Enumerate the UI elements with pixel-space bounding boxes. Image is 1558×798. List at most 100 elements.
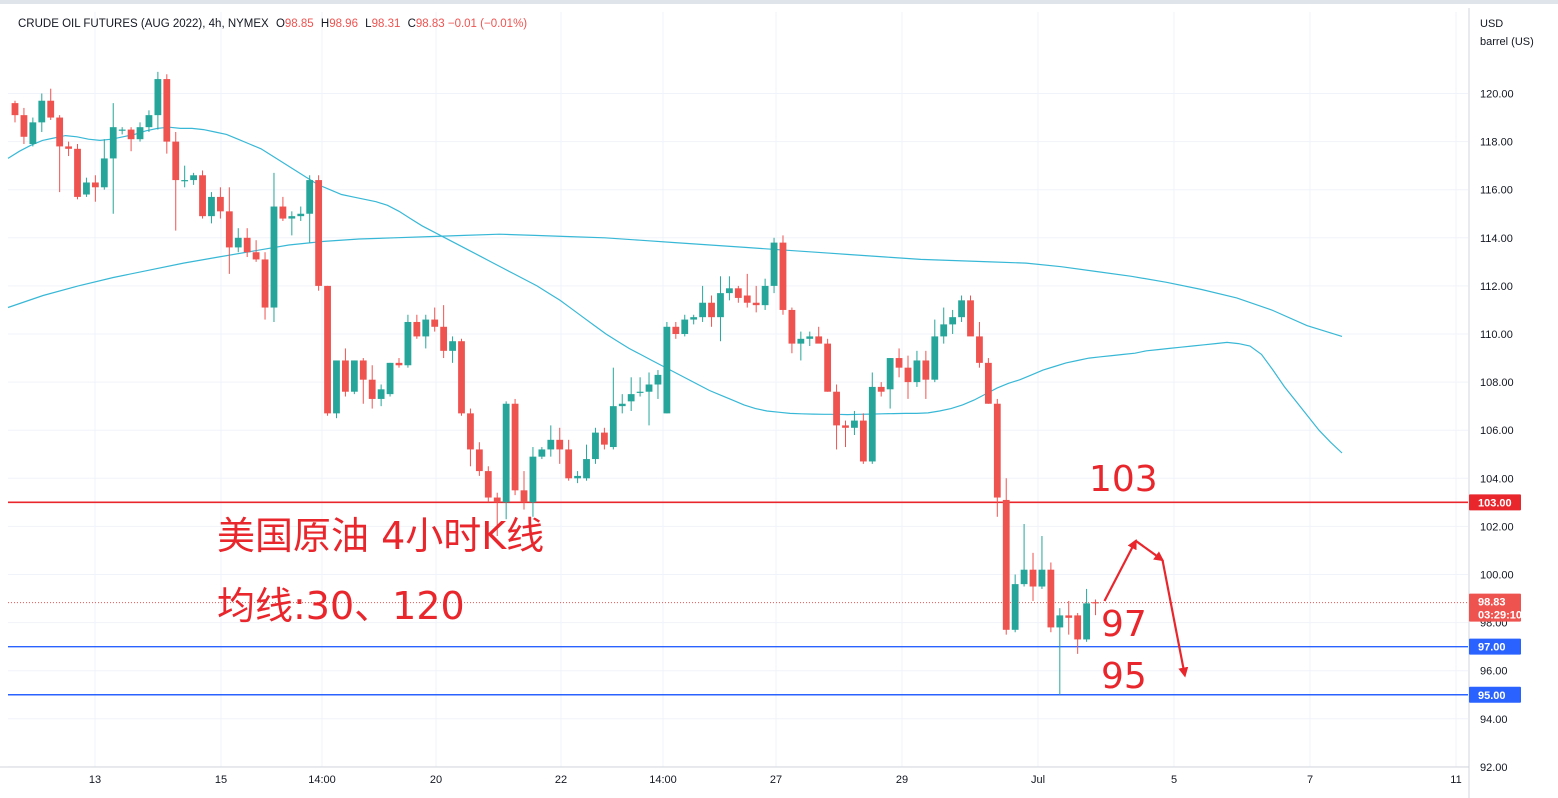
candle[interactable] — [904, 355, 912, 399]
candle[interactable] — [163, 74, 171, 154]
candle[interactable] — [297, 206, 305, 221]
candle[interactable] — [627, 377, 635, 411]
candle[interactable] — [547, 425, 555, 457]
candle[interactable] — [583, 444, 590, 481]
candle[interactable] — [565, 439, 573, 481]
candle[interactable] — [359, 358, 367, 404]
unit-label[interactable]: barrel (US) — [1480, 36, 1534, 48]
candle[interactable] — [56, 115, 64, 193]
candle[interactable] — [136, 122, 144, 142]
candle[interactable] — [726, 276, 733, 301]
candle[interactable] — [368, 365, 376, 409]
candle[interactable] — [333, 360, 340, 419]
candle[interactable] — [145, 110, 153, 132]
candle[interactable] — [216, 187, 224, 219]
candle[interactable] — [1029, 552, 1037, 601]
candle[interactable] — [690, 314, 698, 325]
candle[interactable] — [252, 240, 260, 262]
candle[interactable] — [324, 285, 331, 416]
candle[interactable] — [422, 314, 430, 349]
candle[interactable] — [350, 360, 358, 395]
candle[interactable] — [1002, 478, 1010, 635]
candle[interactable] — [1020, 523, 1028, 587]
candle[interactable] — [779, 235, 787, 315]
candle[interactable] — [65, 141, 72, 157]
candle[interactable] — [118, 127, 126, 135]
candle[interactable] — [949, 309, 957, 334]
candle[interactable] — [538, 447, 546, 460]
candle[interactable] — [734, 285, 742, 303]
candle[interactable] — [654, 370, 662, 399]
candle[interactable] — [1056, 608, 1064, 695]
candle[interactable] — [1065, 600, 1073, 635]
candle[interactable] — [931, 319, 939, 383]
candle[interactable] — [199, 170, 206, 219]
candle[interactable] — [20, 107, 28, 145]
candle[interactable] — [234, 228, 242, 253]
candle[interactable] — [699, 285, 707, 322]
candle[interactable] — [404, 314, 412, 368]
candle[interactable] — [190, 172, 197, 185]
candle[interactable] — [449, 336, 456, 363]
candle[interactable] — [708, 295, 715, 327]
candle[interactable] — [761, 278, 769, 310]
candle[interactable] — [743, 273, 751, 308]
candle[interactable] — [413, 314, 421, 339]
candle[interactable] — [11, 100, 19, 123]
candle[interactable] — [877, 382, 885, 397]
candle[interactable] — [127, 127, 135, 152]
candle[interactable] — [458, 338, 465, 416]
candle[interactable] — [29, 117, 37, 147]
candle[interactable] — [842, 420, 849, 448]
candle[interactable] — [717, 276, 724, 342]
candle[interactable] — [609, 367, 617, 450]
candle[interactable] — [770, 237, 778, 294]
candle[interactable] — [342, 348, 349, 397]
candle[interactable] — [922, 350, 930, 399]
candle[interactable] — [600, 427, 608, 450]
candle[interactable] — [993, 398, 1001, 517]
candle[interactable] — [824, 338, 832, 392]
candle[interactable] — [377, 384, 385, 407]
candle[interactable] — [1038, 536, 1046, 589]
candle[interactable] — [154, 71, 162, 130]
candle[interactable] — [109, 103, 117, 214]
candle[interactable] — [91, 175, 99, 202]
candle[interactable] — [976, 321, 983, 368]
candle[interactable] — [502, 401, 510, 520]
candle[interactable] — [913, 350, 921, 387]
candle[interactable] — [788, 307, 796, 354]
candle[interactable] — [270, 172, 278, 322]
candle[interactable] — [851, 410, 858, 436]
candle[interactable] — [181, 165, 189, 188]
currency-label[interactable]: USD — [1480, 18, 1504, 30]
candle[interactable] — [83, 177, 90, 197]
candle[interactable] — [440, 305, 448, 359]
candle[interactable] — [940, 307, 948, 344]
candle[interactable] — [868, 372, 876, 464]
candle[interactable] — [261, 252, 269, 320]
candle[interactable] — [511, 398, 519, 496]
candle[interactable] — [958, 295, 965, 322]
candle[interactable] — [172, 131, 180, 231]
candle[interactable] — [663, 321, 671, 414]
horizontal-levels[interactable] — [8, 501, 1468, 696]
candle[interactable] — [672, 321, 680, 339]
price-axis[interactable]: 120.00 118.00 116.00 114.00 112.00 110.00 108.… — [1468, 8, 1514, 798]
candle[interactable] — [574, 471, 581, 484]
candle[interactable] — [484, 466, 492, 503]
candle[interactable] — [1083, 588, 1090, 642]
candle[interactable] — [1074, 612, 1082, 654]
symbol-name[interactable]: CRUDE OIL FUTURES (AUG 2022) — [18, 18, 203, 30]
time-axis[interactable]: 13 15 14:00 20 22 14:00 27 29 Jul 5 7 11 — [0, 766, 1469, 786]
candle[interactable] — [431, 307, 439, 332]
candle[interactable] — [100, 139, 108, 190]
candle[interactable] — [1011, 574, 1019, 633]
candle[interactable] — [529, 447, 537, 517]
candle[interactable] — [681, 314, 689, 337]
candle[interactable] — [208, 192, 215, 224]
candle[interactable] — [895, 348, 903, 378]
candle[interactable] — [592, 427, 599, 464]
interval-label[interactable]: 4h — [208, 18, 222, 30]
